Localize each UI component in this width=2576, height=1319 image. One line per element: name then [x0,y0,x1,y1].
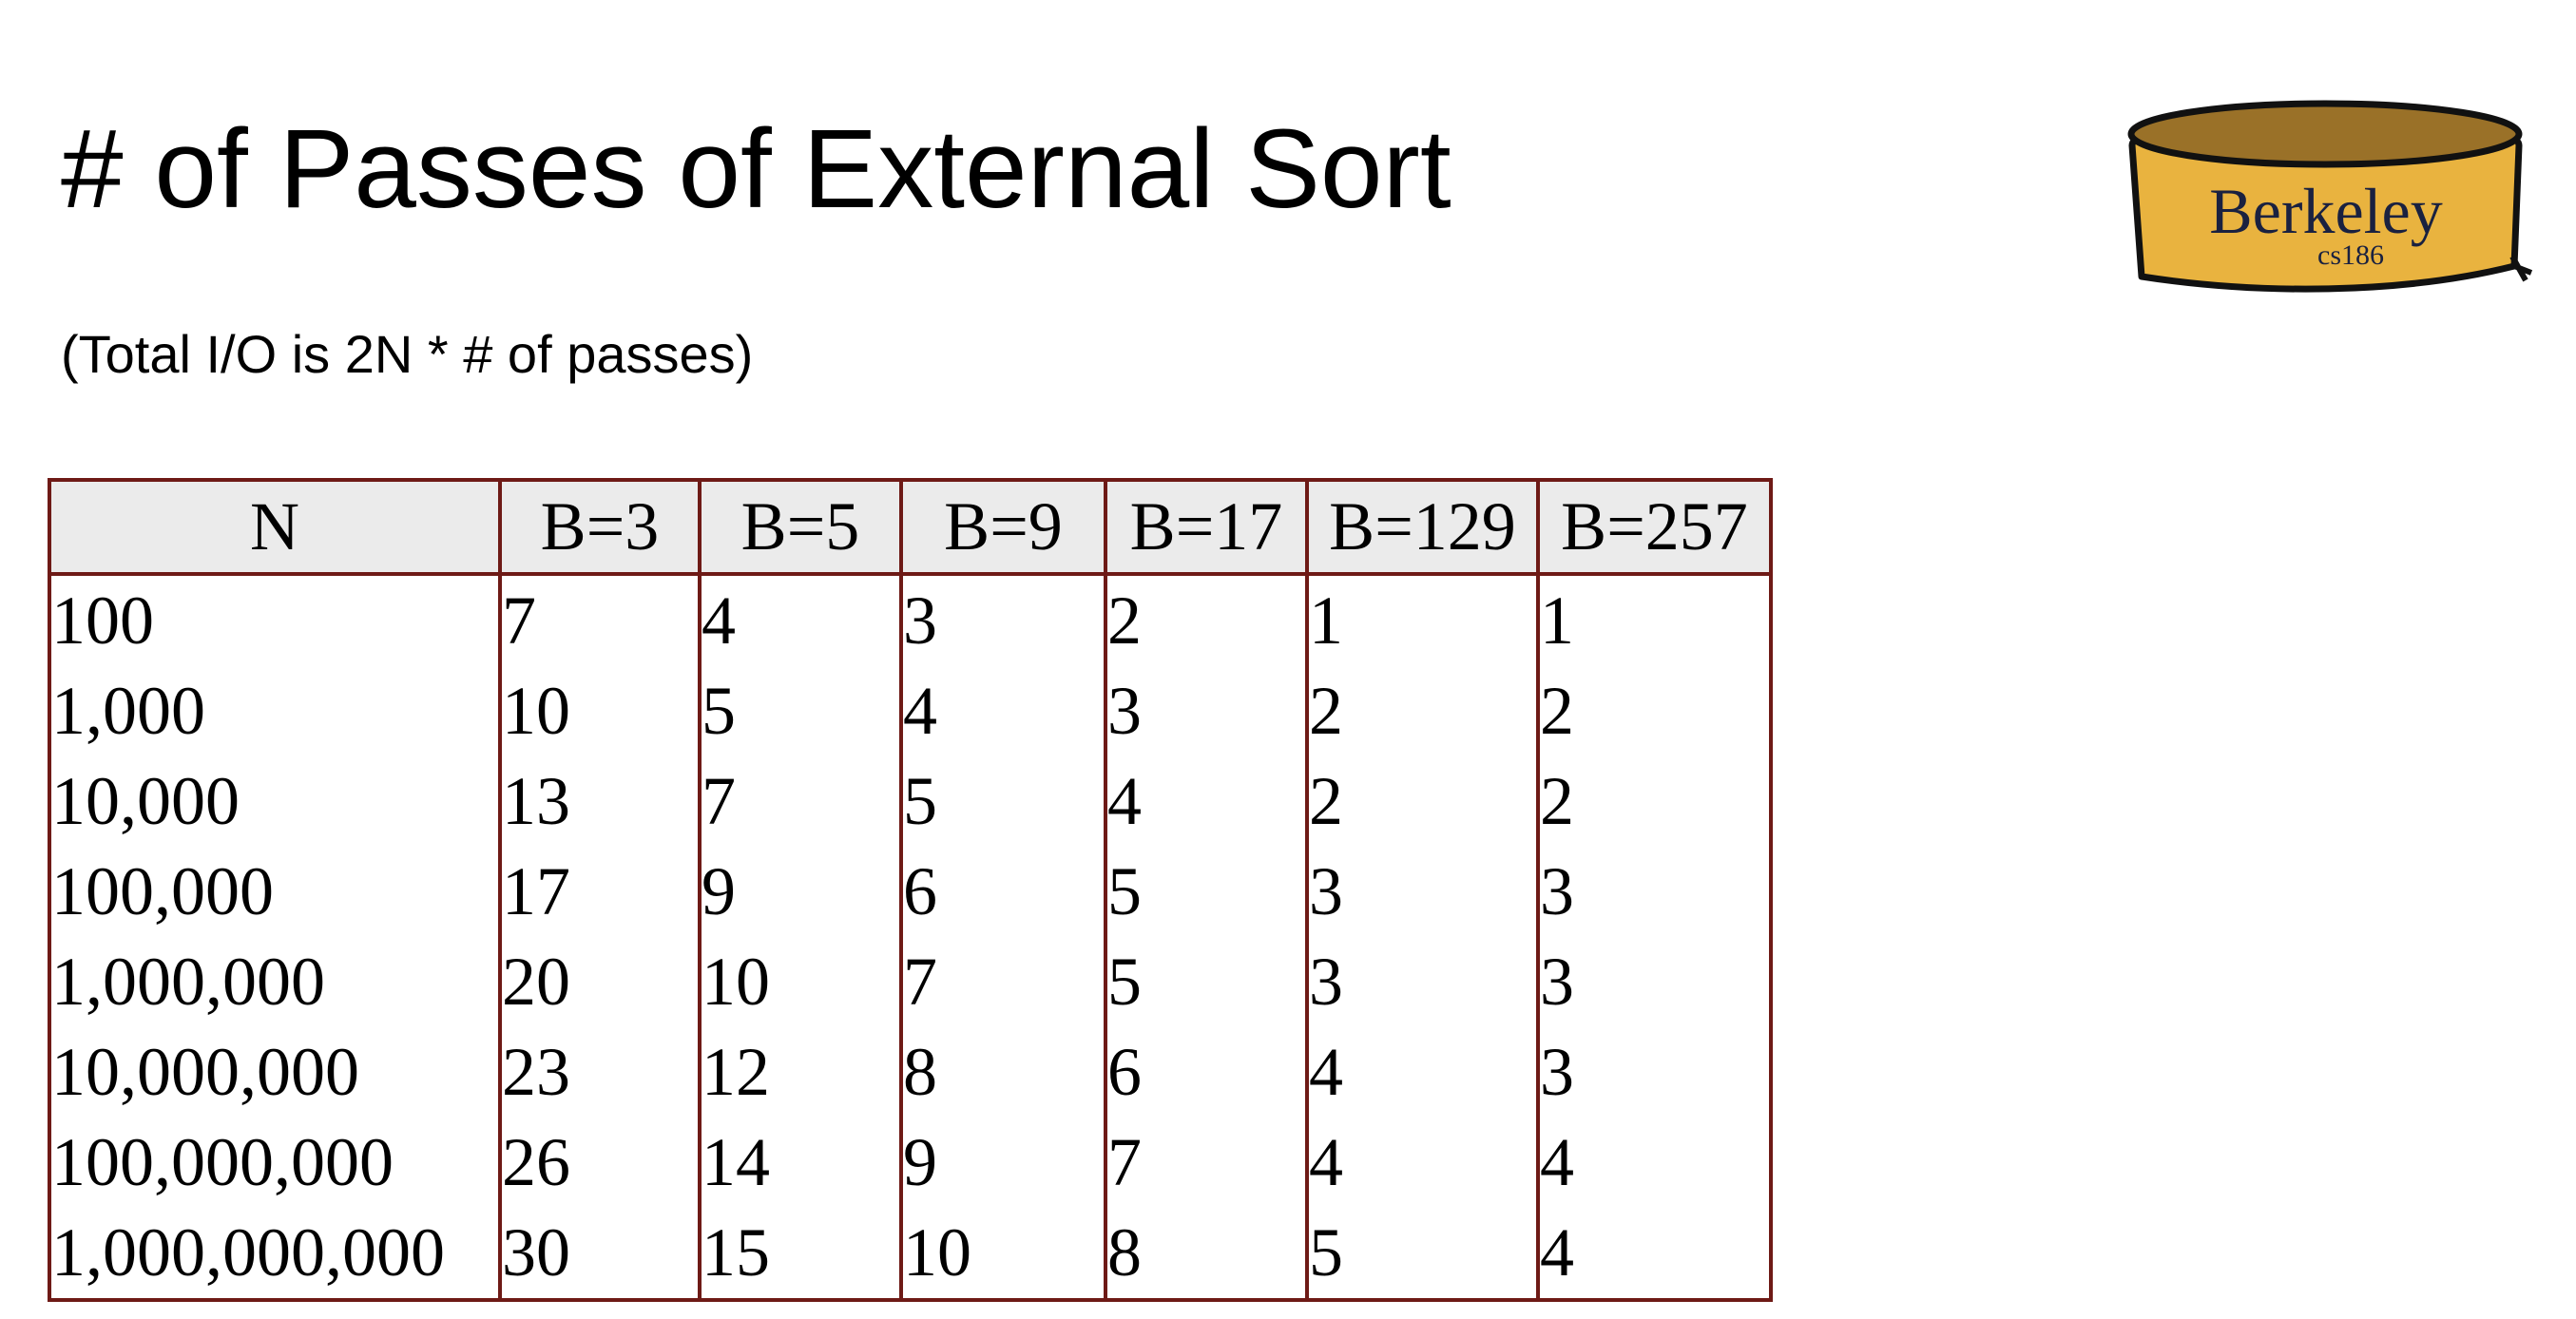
table-cell: 4 [1104,756,1309,847]
table-cell: 10 [498,666,702,756]
table-cell: 10,000 [48,756,502,847]
table-cell: 100,000 [48,847,502,937]
table-row: 100,000,000 26 14 9 7 4 4 [48,1118,1773,1208]
table-cell: 12 [698,1027,903,1118]
table-cell: 100,000,000 [48,1118,502,1208]
table-cell: 3 [1305,937,1540,1027]
logo-subtext: cs186 [2317,239,2384,271]
table-cell: 26 [498,1118,702,1208]
table-cell: 1,000,000,000 [48,1208,502,1302]
table-row: 1,000 10 5 4 3 2 2 [48,666,1773,756]
table-cell: 13 [498,756,702,847]
table-cell: 6 [1104,1027,1309,1118]
slide-subtitle: (Total I/O is 2N * # of passes) [61,324,754,384]
header-b5: B=5 [698,478,903,576]
passes-table: N B=3 B=5 B=9 B=17 B=129 B=257 100 7 4 3… [48,478,1773,1302]
table-cell: 7 [1104,1118,1309,1208]
table-cell: 1 [1305,574,1540,666]
table-cell: 2 [1305,666,1540,756]
table-cell: 4 [1305,1027,1540,1118]
table-cell: 3 [1104,666,1309,756]
logo-text: Berkeley [2209,175,2442,247]
table-cell: 2 [1104,574,1309,666]
table-cell: 6 [899,847,1107,937]
table-header-row: N B=3 B=5 B=9 B=17 B=129 B=257 [48,478,1773,576]
table-cell: 9 [899,1118,1107,1208]
table-cell: 8 [899,1027,1107,1118]
berkeley-cs186-logo: Berkeley cs186 [2115,90,2538,309]
table-cell: 17 [498,847,702,937]
table-cell: 4 [1536,1118,1773,1208]
header-b257: B=257 [1536,478,1773,576]
table-cell: 2 [1536,756,1773,847]
header-b17: B=17 [1104,478,1309,576]
table-cell: 8 [1104,1208,1309,1302]
table-cell: 14 [698,1118,903,1208]
header-b129: B=129 [1305,478,1540,576]
table-cell: 5 [698,666,903,756]
table-cell: 5 [1104,847,1309,937]
table-cell: 9 [698,847,903,937]
slide-title: # of Passes of External Sort [61,106,1451,232]
table-cell: 10,000,000 [48,1027,502,1118]
table-cell: 20 [498,937,702,1027]
table-cell: 10 [899,1208,1107,1302]
table-cell: 5 [1104,937,1309,1027]
table-cell: 4 [1305,1118,1540,1208]
table-row: 1,000,000,000 30 15 10 8 5 4 [48,1208,1773,1302]
table-cell: 1,000 [48,666,502,756]
table-cell: 3 [1305,847,1540,937]
table-row: 10,000,000 23 12 8 6 4 3 [48,1027,1773,1118]
table-cell: 5 [899,756,1107,847]
table-cell: 23 [498,1027,702,1118]
table-cell: 3 [1536,1027,1773,1118]
table-cell: 10 [698,937,903,1027]
table-cell: 7 [498,574,702,666]
header-b9: B=9 [899,478,1107,576]
table-cell: 4 [698,574,903,666]
logo-icon: Berkeley cs186 [2127,100,2533,293]
table-cell: 1 [1536,574,1773,666]
table-cell: 3 [1536,847,1773,937]
header-n: N [48,478,502,576]
table-cell: 5 [1305,1208,1540,1302]
table-cell: 1,000,000 [48,937,502,1027]
table-row: 1,000,000 20 10 7 5 3 3 [48,937,1773,1027]
header-b3: B=3 [498,478,702,576]
table-row: 100,000 17 9 6 5 3 3 [48,847,1773,937]
table-cell: 100 [48,574,502,666]
table-cell: 3 [899,574,1107,666]
table-cell: 30 [498,1208,702,1302]
table-cell: 2 [1536,666,1773,756]
table-row: 10,000 13 7 5 4 2 2 [48,756,1773,847]
table-row: 100 7 4 3 2 1 1 [48,574,1773,666]
table-cell: 15 [698,1208,903,1302]
table-cell: 7 [698,756,903,847]
table-cell: 3 [1536,937,1773,1027]
table-cell: 4 [1536,1208,1773,1302]
table-cell: 2 [1305,756,1540,847]
table-cell: 4 [899,666,1107,756]
table-cell: 7 [899,937,1107,1027]
